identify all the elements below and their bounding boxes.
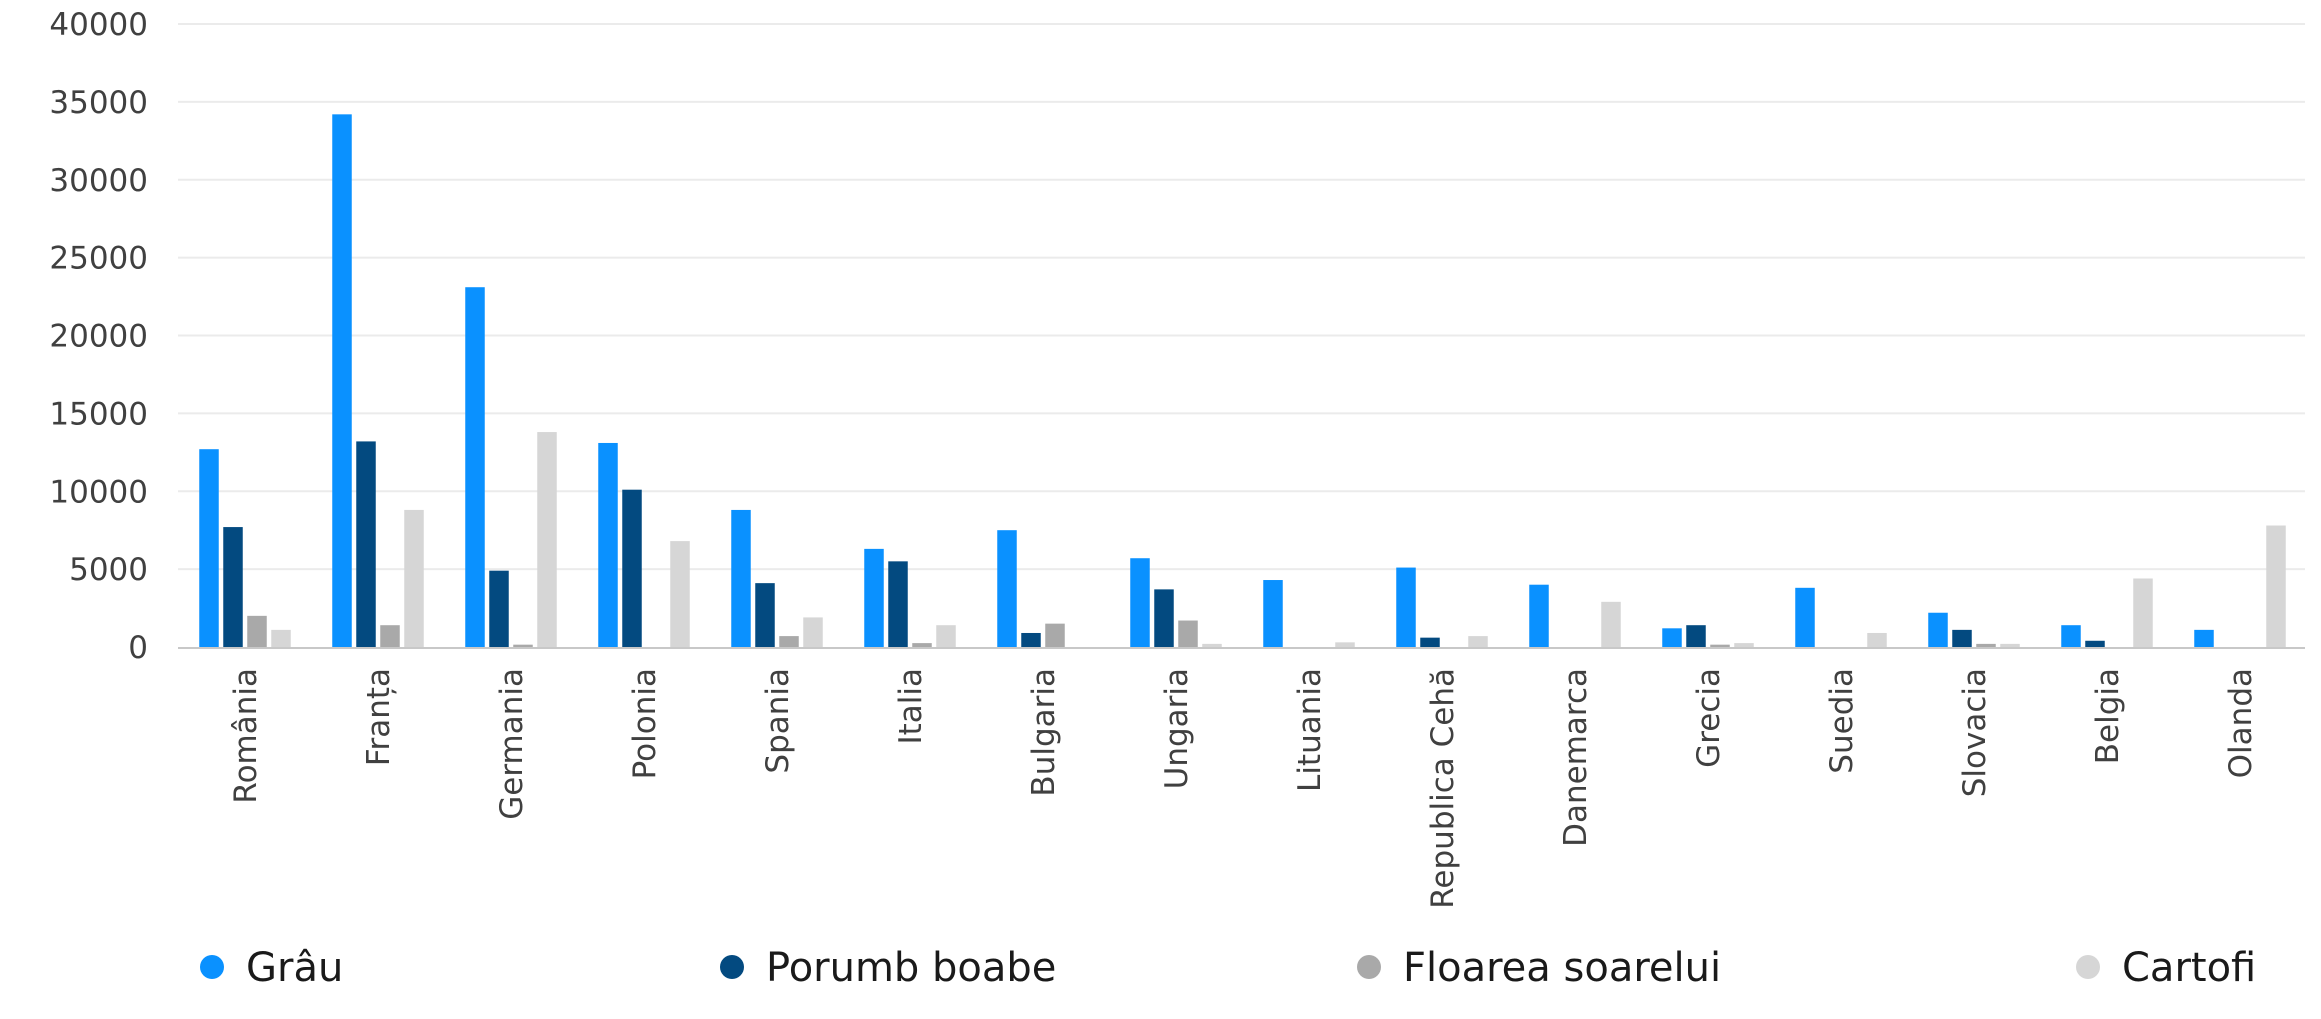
bar-0-2 xyxy=(247,615,267,647)
bar-7-2 xyxy=(1178,620,1198,647)
bar-11-3 xyxy=(1734,643,1754,647)
legend-item: Porumb boabe xyxy=(720,945,1056,991)
bar-1-1 xyxy=(356,441,376,647)
y-tick-label: 40000 xyxy=(49,7,148,43)
bar-7-3 xyxy=(1202,643,1222,647)
x-tick-label: Republica Cehă xyxy=(1425,668,1461,909)
legend-label: Floarea soarelui xyxy=(1403,945,1721,991)
bar-7-0 xyxy=(1130,558,1150,647)
y-tick-label: 5000 xyxy=(69,552,148,588)
x-tick-label: Franța xyxy=(361,668,397,766)
x-tick-label: Lituania xyxy=(1292,668,1328,792)
bar-12-0 xyxy=(1795,587,1815,647)
legend-item: Floarea soarelui xyxy=(1357,945,1721,991)
legend-item: Grâu xyxy=(200,945,343,991)
x-tick-label: Spania xyxy=(760,668,796,774)
x-tick-label: Germania xyxy=(494,668,530,820)
x-tick-label: Danemarca xyxy=(1558,668,1594,847)
y-tick-label: 10000 xyxy=(49,474,148,510)
bar-8-3 xyxy=(1335,642,1355,647)
x-tick-label: Grecia xyxy=(1691,668,1727,768)
y-tick-label: 35000 xyxy=(49,85,148,121)
bar-6-1 xyxy=(1021,632,1041,647)
y-tick-label: 0 xyxy=(128,630,148,666)
legend: Grâu Porumb boabe Floarea soarelui Cartofi xyxy=(200,945,2256,991)
bar-13-0 xyxy=(1928,612,1948,647)
bar-8-0 xyxy=(1263,580,1283,647)
bar-6-0 xyxy=(997,530,1017,647)
bar-0-1 xyxy=(223,527,243,647)
bar-4-1 xyxy=(755,583,775,647)
legend-label: Grâu xyxy=(246,945,343,991)
x-tick-label: Slovacia xyxy=(1957,668,1993,797)
bar-13-1 xyxy=(1952,629,1972,647)
bar-2-2 xyxy=(513,644,533,647)
bar-2-1 xyxy=(489,570,509,647)
bars xyxy=(199,114,2286,647)
bar-10-3 xyxy=(1601,601,1621,647)
bar-13-2 xyxy=(1976,643,1996,647)
bar-10-0 xyxy=(1529,584,1549,647)
bar-12-3 xyxy=(1867,632,1887,647)
bar-5-3 xyxy=(936,625,956,647)
bar-11-2 xyxy=(1710,644,1730,647)
bar-3-0 xyxy=(598,442,618,647)
bar-5-0 xyxy=(864,548,884,647)
bar-13-3 xyxy=(2000,643,2020,647)
x-tick-label: Suedia xyxy=(1824,668,1860,774)
x-axis-tick-labels: România Franța Germania Polonia Spania Italia… xyxy=(228,668,2259,909)
bar-1-0 xyxy=(332,114,352,647)
bar-0-0 xyxy=(199,449,219,647)
bar-4-2 xyxy=(779,636,799,647)
y-tick-label: 30000 xyxy=(49,163,148,199)
legend-swatch xyxy=(1357,955,1381,979)
legend-label: Cartofi xyxy=(2122,945,2256,991)
bar-0-3 xyxy=(271,629,291,647)
bar-5-2 xyxy=(912,643,932,647)
bar-14-0 xyxy=(2061,625,2081,647)
bar-14-1 xyxy=(2085,640,2105,647)
bar-4-3 xyxy=(803,617,823,647)
x-tick-label: Olanda xyxy=(2223,668,2259,778)
legend-swatch xyxy=(2076,955,2100,979)
y-tick-label: 20000 xyxy=(49,319,148,355)
y-tick-label: 25000 xyxy=(49,241,148,277)
x-tick-label: Polonia xyxy=(627,668,663,779)
bar-11-1 xyxy=(1686,625,1706,647)
bar-4-0 xyxy=(731,509,751,647)
bar-15-3 xyxy=(2266,525,2286,647)
y-axis-tick-labels: 0 5000 10000 15000 20000 25000 30000 35000 40000 xyxy=(49,7,148,666)
legend-label: Porumb boabe xyxy=(766,945,1056,991)
y-tick-label: 15000 xyxy=(49,396,148,432)
legend-item: Cartofi xyxy=(2076,945,2256,991)
bar-3-1 xyxy=(622,489,642,647)
x-tick-label: Belgia xyxy=(2090,668,2126,764)
bar-2-0 xyxy=(465,287,485,647)
bar-11-0 xyxy=(1662,628,1682,647)
bar-9-3 xyxy=(1468,636,1488,647)
bar-9-0 xyxy=(1396,567,1416,647)
x-tick-label: Ungaria xyxy=(1159,668,1195,789)
bar-7-1 xyxy=(1154,589,1174,647)
bar-14-3 xyxy=(2133,578,2153,647)
gridlines xyxy=(178,23,2305,571)
bar-6-2 xyxy=(1045,623,1065,647)
bar-1-2 xyxy=(380,625,400,647)
bar-1-3 xyxy=(404,509,424,647)
legend-swatch xyxy=(200,955,224,979)
x-tick-label: Bulgaria xyxy=(1026,668,1062,797)
bar-9-1 xyxy=(1420,637,1440,647)
legend-swatch xyxy=(720,955,744,979)
bar-3-3 xyxy=(670,541,690,647)
bar-15-0 xyxy=(2194,629,2214,647)
bar-2-3 xyxy=(537,432,557,647)
x-tick-label: Italia xyxy=(893,668,929,745)
x-tick-label: România xyxy=(228,668,264,804)
bar-5-1 xyxy=(888,561,908,647)
